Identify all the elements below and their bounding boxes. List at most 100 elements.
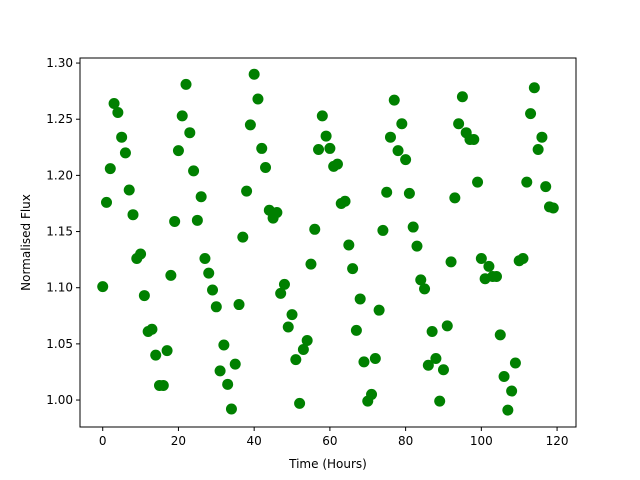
point [191, 214, 203, 226]
point [422, 359, 434, 371]
point [229, 358, 241, 370]
point [502, 404, 514, 416]
point [494, 329, 506, 341]
point [210, 301, 222, 313]
point [275, 287, 287, 299]
x-tick-label: 100 [470, 434, 493, 448]
point [222, 378, 234, 390]
point [419, 283, 431, 295]
point [354, 293, 366, 305]
point [434, 395, 446, 407]
point [157, 379, 169, 391]
point [400, 154, 412, 166]
point [343, 239, 355, 251]
point [506, 385, 518, 397]
x-tick-label: 120 [546, 434, 569, 448]
point [104, 163, 116, 175]
point [313, 144, 325, 156]
point [324, 142, 336, 154]
point [373, 304, 385, 316]
point [532, 144, 544, 156]
point [309, 223, 321, 235]
point [282, 321, 294, 333]
point [426, 326, 438, 338]
point [339, 195, 351, 207]
point [449, 192, 461, 204]
point [233, 299, 245, 311]
point [475, 253, 487, 265]
point [116, 131, 128, 143]
point [445, 256, 457, 268]
point [498, 370, 510, 382]
point [509, 357, 521, 369]
y-tick-label: 1.15 [46, 225, 73, 239]
plot-frame [79, 57, 577, 428]
point [119, 147, 131, 159]
y-tick-label: 1.20 [46, 168, 73, 182]
point [305, 258, 317, 270]
point [260, 162, 272, 174]
point [536, 131, 548, 143]
point [97, 281, 109, 293]
point [468, 133, 480, 145]
point [377, 224, 389, 236]
point [252, 93, 264, 105]
point [456, 91, 468, 103]
point [286, 309, 298, 321]
point [320, 130, 332, 142]
point [540, 181, 552, 193]
point [271, 206, 283, 218]
point [112, 106, 124, 118]
point [188, 165, 200, 177]
point [415, 274, 427, 286]
y-tick-label: 1.25 [46, 112, 73, 126]
point [207, 284, 219, 296]
point [411, 240, 423, 252]
point [472, 176, 484, 188]
point [490, 270, 502, 282]
point [127, 209, 139, 221]
point [169, 215, 181, 227]
point [278, 278, 290, 290]
point [135, 248, 147, 260]
point [347, 263, 359, 275]
point [237, 231, 249, 243]
point [407, 221, 419, 233]
y-tick-label: 1.05 [46, 337, 73, 351]
point [528, 82, 540, 94]
y-axis-label: Normalised Flux [19, 194, 33, 291]
point [241, 185, 253, 197]
point [396, 118, 408, 130]
point [294, 397, 306, 409]
point [350, 324, 362, 336]
point [441, 320, 453, 332]
point [369, 352, 381, 364]
point [203, 267, 215, 279]
y-tick-label: 1.30 [46, 56, 73, 70]
point [150, 349, 162, 361]
point [517, 253, 529, 265]
point [199, 253, 211, 265]
y-tick-label: 1.10 [46, 281, 73, 295]
point [146, 323, 158, 335]
point [301, 335, 313, 347]
point [297, 343, 309, 355]
point [384, 131, 396, 143]
point [184, 127, 196, 139]
point [180, 78, 192, 90]
point [521, 176, 533, 188]
point [403, 187, 415, 199]
point [248, 68, 260, 80]
point [290, 354, 302, 366]
point [316, 110, 328, 122]
point [547, 202, 559, 214]
point [123, 184, 135, 196]
point [358, 356, 370, 368]
point [101, 196, 113, 208]
point [430, 352, 442, 364]
point [108, 97, 120, 109]
point [165, 269, 177, 281]
point [366, 388, 378, 400]
